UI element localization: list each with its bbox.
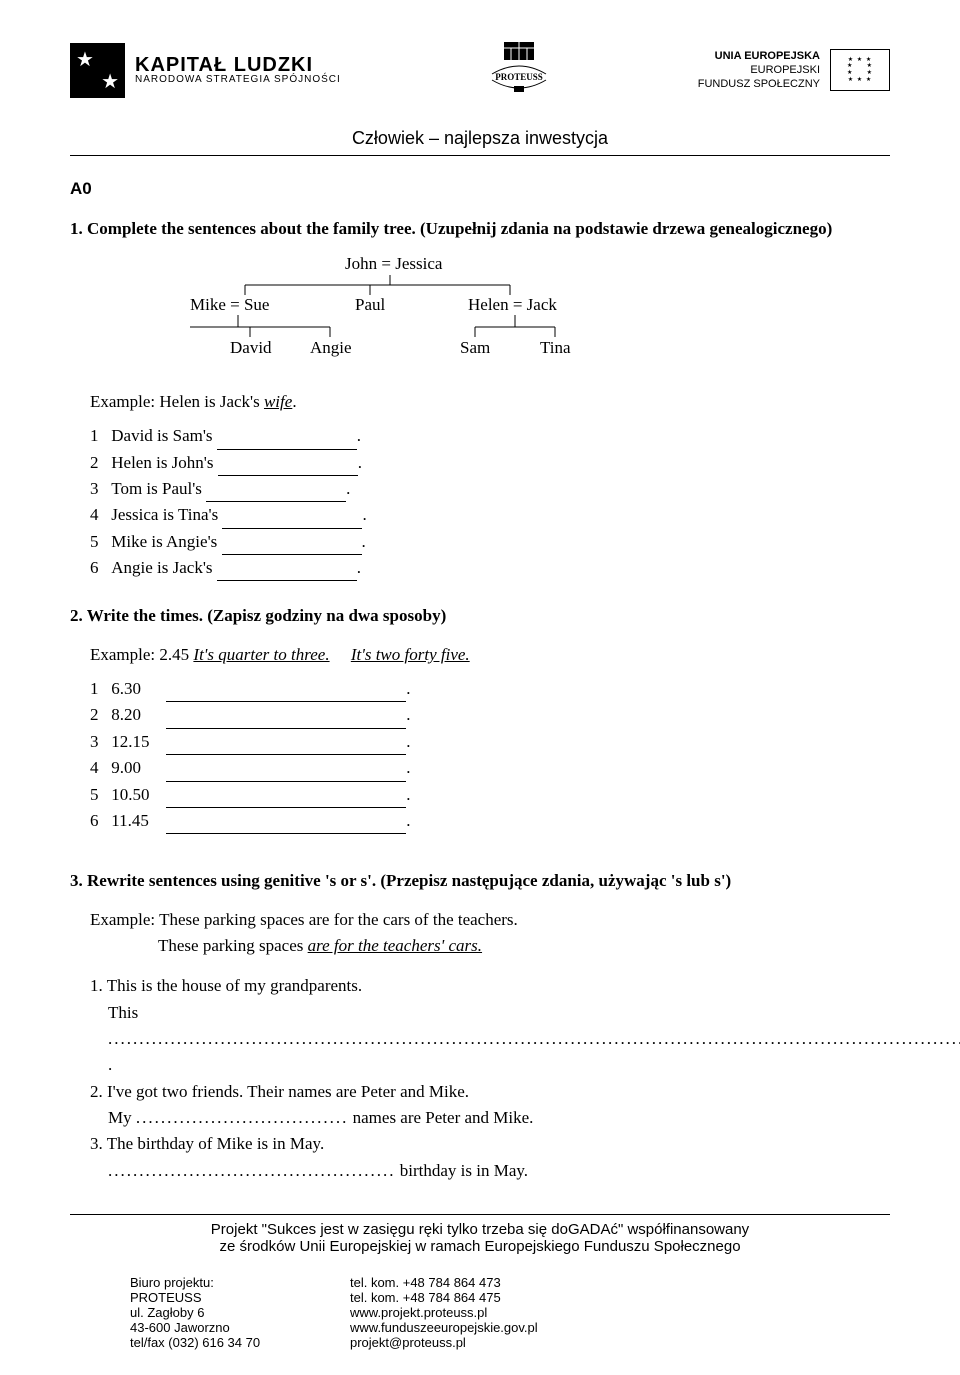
family-tree-diagram: John = Jessica Mike = Sue Paul Helen = J… — [190, 255, 650, 375]
task1-item: 5 Mike is Angie's . — [90, 529, 890, 555]
eu-line2: EUROPEJSKI — [698, 63, 820, 77]
task1-item: 2 Helen is John's . — [90, 450, 890, 476]
logo-kapital-ludzki: KAPITAŁ LUDZKI NARODOWA STRATEGIA SPÓJNO… — [70, 43, 341, 98]
task2-items: 1 6.30. 2 8.20. 3 12.15. 4 9.00. 5 10.50… — [90, 676, 890, 834]
dotted-input[interactable]: .................................. — [136, 1108, 349, 1127]
task1-item: 3 Tom is Paul's . — [90, 476, 890, 502]
task2-item: 6 11.45. — [90, 808, 890, 834]
logo-proteuss: PROTEUSS — [484, 40, 554, 100]
task3-example-1: Example: These parking spaces are for th… — [90, 907, 890, 933]
eu-flag-icon: ★ ★ ★★ ★★ ★★ ★ ★ — [830, 49, 890, 91]
project-line-2: ze środków Unii Europejskiej w ramach Eu… — [70, 1238, 890, 1255]
dotted-input[interactable]: ........................................… — [108, 1029, 960, 1048]
task3-example-2: These parking spaces are for the teacher… — [158, 933, 890, 959]
svg-text:PROTEUSS: PROTEUSS — [496, 72, 544, 82]
task2-item: 4 9.00. — [90, 755, 890, 781]
dotted-input[interactable]: ........................................… — [108, 1161, 396, 1180]
tagline: Człowiek – najlepsza inwestycja — [70, 128, 890, 149]
task3-q1a: 1. This is the house of my grandparents. — [90, 973, 890, 999]
family-tree: John = Jessica Mike = Sue Paul Helen = J… — [190, 255, 890, 383]
footer-col-right: tel. kom. +48 784 864 473 tel. kom. +48 … — [350, 1275, 538, 1350]
footer-columns: Biuro projektu: PROTEUSS ul. Zagłoby 6 4… — [130, 1275, 890, 1350]
blank-input[interactable] — [217, 555, 357, 581]
kl-subtitle: NARODOWA STRATEGIA SPÓJNOŚCI — [135, 75, 341, 85]
task1-items: 1 David is Sam's . 2 Helen is John's . 3… — [90, 423, 890, 581]
header-logos: KAPITAŁ LUDZKI NARODOWA STRATEGIA SPÓJNO… — [70, 30, 890, 110]
kl-star-icon — [70, 43, 125, 98]
page: KAPITAŁ LUDZKI NARODOWA STRATEGIA SPÓJNO… — [0, 0, 960, 1375]
task2-example: Example: 2.45 It's quarter to three. It'… — [90, 642, 890, 668]
task3-q2b: My .................................. na… — [108, 1105, 890, 1131]
task2-item: 3 12.15. — [90, 729, 890, 755]
task1-item: 4 Jessica is Tina's . — [90, 502, 890, 528]
svg-text:Mike = Sue: Mike = Sue — [190, 295, 269, 314]
blank-input[interactable] — [166, 729, 406, 755]
footer: Projekt "Sukces jest w zasięgu ręki tylk… — [70, 1214, 890, 1350]
blank-input[interactable] — [218, 450, 358, 476]
task2-item: 2 8.20. — [90, 702, 890, 728]
task1-title: 1. Complete the sentences about the fami… — [70, 216, 890, 242]
blank-input[interactable] — [166, 702, 406, 728]
svg-text:Paul: Paul — [355, 295, 386, 314]
svg-text:Angie: Angie — [310, 338, 352, 357]
blank-input[interactable] — [222, 502, 362, 528]
footer-col-left: Biuro projektu: PROTEUSS ul. Zagłoby 6 4… — [130, 1275, 350, 1350]
svg-text:Tina: Tina — [540, 338, 571, 357]
task1-item: 1 David is Sam's . — [90, 423, 890, 449]
task3-q2a: 2. I've got two friends. Their names are… — [90, 1079, 890, 1105]
blank-input[interactable] — [222, 529, 362, 555]
blank-input[interactable] — [217, 423, 357, 449]
task2-title: 2. Write the times. (Zapisz godziny na d… — [70, 603, 890, 629]
task3-q1b: This ...................................… — [108, 1000, 890, 1079]
task3-title: 3. Rewrite sentences using genitive 's o… — [70, 868, 890, 894]
blank-input[interactable] — [166, 676, 406, 702]
task2-item: 1 6.30. — [90, 676, 890, 702]
svg-text:Sam: Sam — [460, 338, 490, 357]
svg-text:John = Jessica: John = Jessica — [345, 255, 443, 273]
blank-input[interactable] — [166, 782, 406, 808]
blank-input[interactable] — [206, 476, 346, 502]
blank-input[interactable] — [166, 755, 406, 781]
eu-line1: UNIA EUROPEJSKA — [698, 49, 820, 63]
task2-item: 5 10.50. — [90, 782, 890, 808]
svg-text:David: David — [230, 338, 272, 357]
task1-example: Example: Helen is Jack's wife. — [90, 389, 890, 415]
task1-item: 6 Angie is Jack's . — [90, 555, 890, 581]
blank-input[interactable] — [166, 808, 406, 834]
kl-title: KAPITAŁ LUDZKI — [135, 55, 341, 75]
project-line-1: Projekt "Sukces jest w zasięgu ręki tylk… — [70, 1221, 890, 1238]
svg-text:Helen = Jack: Helen = Jack — [468, 295, 557, 314]
eu-line3: FUNDUSZ SPOŁECZNY — [698, 77, 820, 91]
level-label: A0 — [70, 176, 890, 202]
task3-q3a: 3. The birthday of Mike is in May. — [90, 1131, 890, 1157]
content: A0 1. Complete the sentences about the f… — [70, 156, 890, 1184]
task3-q3b: ........................................… — [108, 1158, 890, 1184]
logo-eu: UNIA EUROPEJSKA EUROPEJSKI FUNDUSZ SPOŁE… — [698, 49, 890, 92]
